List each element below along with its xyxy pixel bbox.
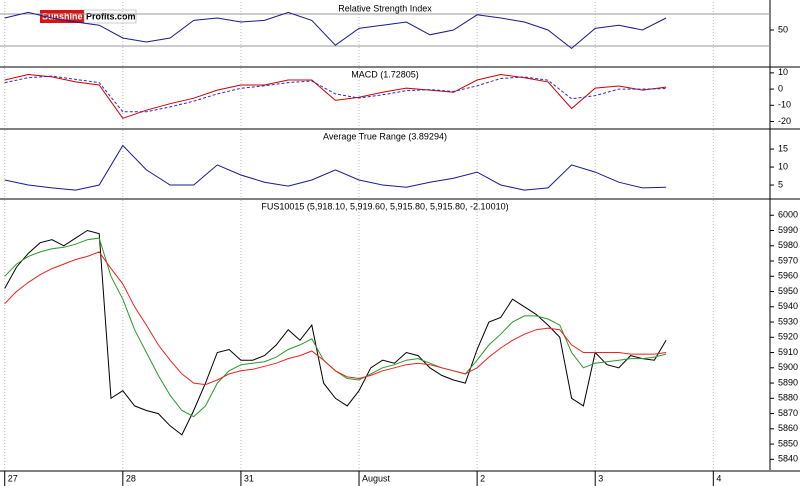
panel-title: MACD (1.72805) <box>351 69 419 79</box>
y-tick-label: 5940 <box>778 301 798 311</box>
y-tick-label: 5850 <box>778 438 798 448</box>
y-tick-label: 5900 <box>778 362 798 372</box>
y-tick-label: 0 <box>778 83 783 93</box>
y-tick-label: -10 <box>778 100 791 110</box>
y-tick-label: 5920 <box>778 332 798 342</box>
y-tick-label: 5980 <box>778 240 798 250</box>
y-tick-label: 50 <box>778 24 788 34</box>
y-tick-label: 6000 <box>778 210 798 220</box>
y-tick-label: 5990 <box>778 225 798 235</box>
y-tick-label: 5880 <box>778 393 798 403</box>
y-tick-label: 5960 <box>778 271 798 281</box>
logo-box <box>83 9 137 24</box>
y-tick-label: 5840 <box>778 454 798 464</box>
series-line <box>4 75 667 113</box>
x-tick-label: 31 <box>244 473 254 483</box>
x-tick-label: 28 <box>126 473 136 483</box>
x-tick-label: 27 <box>8 473 18 483</box>
panel-title: Relative Strength Index <box>338 3 432 13</box>
y-tick-label: 5970 <box>778 255 798 265</box>
series-line <box>4 11 667 50</box>
x-tick-label: 2 <box>480 473 485 483</box>
logo: Sunshine Profits.com <box>40 9 137 24</box>
panel-title: FUS10015 (5,918.10, 5,919.60, 5,915.80, … <box>261 201 508 211</box>
y-tick-label: 5870 <box>778 408 798 418</box>
y-tick-label: 5860 <box>778 423 798 433</box>
series-line <box>4 144 667 191</box>
x-tick-label: August <box>362 473 391 483</box>
series-line <box>4 251 667 386</box>
y-tick-label: 5 <box>778 179 783 189</box>
y-tick-label: 5950 <box>778 286 798 296</box>
logo-text: Profits.com <box>86 11 136 21</box>
logo-text: Sunshine <box>42 11 83 21</box>
y-tick-label: 10 <box>778 161 788 171</box>
y-tick-label: 10 <box>778 67 788 77</box>
x-tick-label: 4 <box>716 473 721 483</box>
y-tick-label: -20 <box>778 116 791 126</box>
y-tick-label: 15 <box>778 143 788 153</box>
logo-badge <box>40 10 84 23</box>
series-line <box>4 73 667 119</box>
y-tick-label: 5890 <box>778 377 798 387</box>
x-tick-label: 3 <box>598 473 603 483</box>
series-line <box>4 229 667 436</box>
y-tick-label: 5910 <box>778 347 798 357</box>
y-tick-label: 5930 <box>778 316 798 326</box>
panel-title: Average True Range (3.89294) <box>323 131 447 141</box>
